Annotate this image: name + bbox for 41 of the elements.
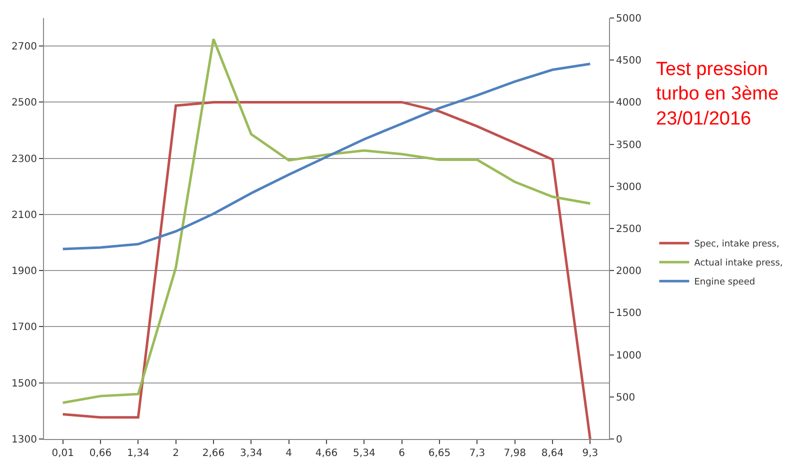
y2-tick-label: 2500: [616, 224, 642, 235]
x-tick-label: 0,66: [89, 448, 112, 459]
x-tick-label: 8,64: [541, 448, 564, 459]
y2-tick-label: 3500: [616, 140, 642, 151]
y-tick-label: 2300: [12, 154, 37, 165]
y2-tick-label: 2000: [616, 266, 642, 278]
y-tick-label: 1900: [12, 266, 37, 278]
x-tick-label: 9,3: [582, 448, 598, 459]
x-tick-label: 7,3: [469, 448, 486, 459]
legend-label: Engine speed: [694, 278, 756, 288]
y2-tick-label: 5000: [616, 14, 642, 24]
text: Test pression turbo en 3ème 23/01/2016: [656, 59, 779, 130]
x-tick-label: 4,66: [315, 448, 338, 459]
x-tick-label: 0,01: [52, 448, 74, 459]
y2-tick-label: 1500: [616, 308, 642, 320]
y-tick-label: 2500: [12, 98, 37, 109]
x-tick-label: 5,34: [353, 448, 376, 459]
y-tick-label: 2100: [12, 210, 37, 221]
x-tick-label: 3,34: [240, 448, 262, 459]
x-tick-label: 6,65: [428, 448, 451, 459]
y-tick-label: 1500: [12, 378, 37, 390]
y-tick-label: 1700: [12, 322, 37, 334]
legend-label: Actual intake press,: [694, 258, 783, 269]
x-tick-label: 2: [172, 448, 180, 459]
x-tick-label: 1,34: [127, 448, 150, 459]
y2-tick-label: 1000: [616, 350, 642, 362]
x-tick-label: 6: [398, 448, 406, 459]
x-tick-label: 4: [286, 448, 292, 459]
y-tick-label: 2700: [12, 42, 37, 53]
y2-tick-label: 0: [616, 434, 622, 446]
y2-tick-label: 4000: [616, 98, 642, 109]
x-tick-label: 2,66: [202, 448, 225, 459]
x-tick-label: 7,98: [504, 448, 526, 459]
y2-tick-label: 3000: [616, 182, 642, 193]
legend-label: Spec, intake press,: [694, 240, 780, 250]
line-series: [62, 38, 592, 404]
y-tick-label: 1300: [12, 434, 37, 446]
y2-tick-label: 4500: [616, 56, 642, 67]
line-series: [62, 100, 592, 439]
y2-tick-label: 500: [616, 392, 636, 404]
line-series: [62, 62, 592, 250]
